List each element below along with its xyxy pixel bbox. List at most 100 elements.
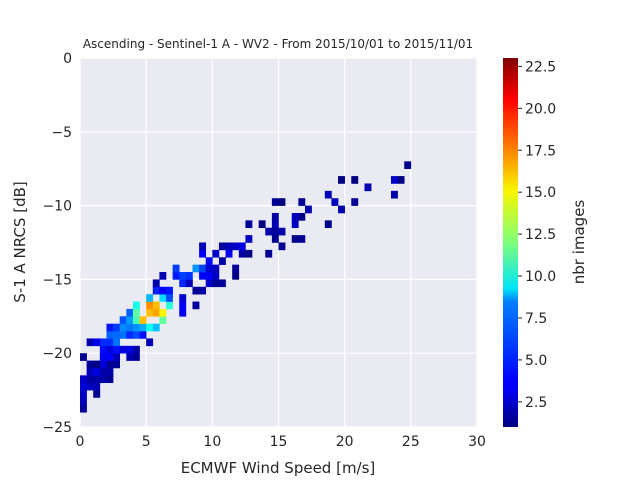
heatmap-cell-79 [179,294,187,302]
y-tick-label-1: −5 [51,125,72,141]
heatmap-cell-0 [80,404,87,413]
colorbar-tick-label-6: 17.5 [525,143,556,159]
heatmap-cell-2 [80,390,87,398]
heatmap-cell-83 [185,272,193,280]
heatmap-cell-101 [218,257,226,265]
heatmap-cell-112 [245,220,253,229]
heatmap-cell-11 [93,390,101,398]
heatmap-cell-128 [298,212,306,221]
plot-area [79,57,478,428]
colorbar-tick-label-4: 12.5 [525,227,556,243]
heatmap-cell-132 [324,190,332,199]
heatmap-cell-99 [212,249,220,258]
heatmap-cell-125 [291,220,299,229]
heatmap-cell-74 [166,286,173,295]
heatmap-cell-38 [119,331,127,339]
heatmap-cell-96 [212,279,220,288]
heatmap-cell-77 [179,308,187,317]
heatmap-cell-118 [271,220,279,229]
heatmap-cell-116 [271,235,279,243]
heatmap-cell-41 [126,353,134,361]
heatmap-cell-26 [106,353,114,361]
colorbar-tick-label-3: 10.0 [525,269,556,285]
heatmap-cell-51 [132,316,140,324]
heatmap-cell-67 [159,316,167,324]
heatmap-cell-30 [106,323,114,332]
heatmap-cell-25 [106,360,114,369]
colorbar-label: nbr images [570,200,588,285]
heatmap-cell-80 [179,279,187,288]
heatmap-cell-31 [113,360,120,369]
heatmap-cell-17 [99,375,107,384]
heatmap-cell-9 [86,360,94,369]
heatmap-cell-75 [172,272,180,280]
heatmap-cell-29 [106,331,114,339]
heatmap-cell-46 [126,308,134,317]
heatmap-cell-61 [146,294,154,302]
heatmap-cell-90 [199,249,207,258]
heatmap-cell-95 [205,257,213,265]
heatmap-cell-69 [159,294,167,302]
heatmap-cell-45 [126,316,134,324]
x-tick-label-4: 20 [336,434,354,450]
heatmap-cell-81 [179,272,187,280]
heatmap-cell-20 [99,353,107,361]
heatmap-cell-114 [265,249,273,258]
y-tick-label-0: 0 [63,51,72,67]
heatmap-cell-109 [238,242,246,251]
colorbar-tick-label-2: 7.5 [525,311,547,327]
heatmap-cell-88 [199,272,207,280]
heatmap-cell-108 [238,249,246,258]
heatmap-cell-13 [93,375,101,384]
colorbar-tick-label-5: 15.0 [525,185,556,201]
heatmap-cell-117 [271,227,279,236]
heatmap-cell-138 [364,183,372,192]
heatmap-cell-6 [86,382,94,391]
x-axis-label: ECMWF Wind Speed [m/s] [181,459,376,477]
heatmap-cell-85 [192,286,200,295]
heatmap-cell-142 [404,161,412,169]
heatmap-cell-42 [126,345,134,354]
heatmap-cell-63 [152,308,160,317]
heatmap-cell-23 [106,375,114,384]
heatmap-cell-102 [218,242,226,251]
y-tick-label-4: −20 [42,346,72,362]
heatmap-cell-133 [331,198,339,206]
heatmap-cell-131 [324,220,332,229]
heatmap-cell-87 [199,286,207,295]
heatmap-cell-37 [119,345,127,354]
heatmap-cell-103 [225,249,233,258]
x-tick-label-1: 5 [142,434,151,450]
heatmap-cell-110 [245,249,253,258]
heatmap-cell-89 [199,264,207,273]
heatmap-cell-40 [119,316,127,324]
heatmap-cell-60 [146,301,154,310]
heatmap-cell-35 [113,331,120,339]
heatmap-cell-106 [232,264,240,273]
colorbar-ticks: 2.5 5.0 7.5 10.0 12.5 15.0 17.5 20.0 22.5 [518,59,556,411]
heatmap-cell-7 [86,375,94,384]
heatmap-cell-104 [225,242,233,251]
x-tick-label-3: 15 [270,434,288,450]
heatmap-cell-84 [192,301,200,310]
heatmap-cell-141 [397,176,405,184]
heatmap-cell-3 [80,382,87,391]
x-tick-label-6: 30 [468,434,486,450]
heatmap-cell-121 [278,242,286,251]
heatmap-cell-113 [258,220,266,229]
heatmap-cell-71 [159,272,167,280]
heatmap-cell-32 [113,353,120,361]
x-tick-label-2: 10 [203,434,221,450]
heatmap-cell-100 [218,279,226,288]
heatmap-cell-137 [351,176,359,184]
chart-title: Ascending - Sentinel-1 A - WV2 - From 20… [83,37,473,51]
heatmap-cell-129 [298,198,306,206]
y-axis-ticks: 0 −5 −10 −15 −20 −25 [42,51,72,436]
heatmap-cell-120 [271,198,279,206]
heatmap-cell-44 [126,323,134,332]
heatmap-cell-97 [212,272,220,280]
heatmap-cell-53 [132,301,140,310]
heatmap-cell-34 [113,338,120,347]
x-tick-label-5: 25 [402,434,420,450]
